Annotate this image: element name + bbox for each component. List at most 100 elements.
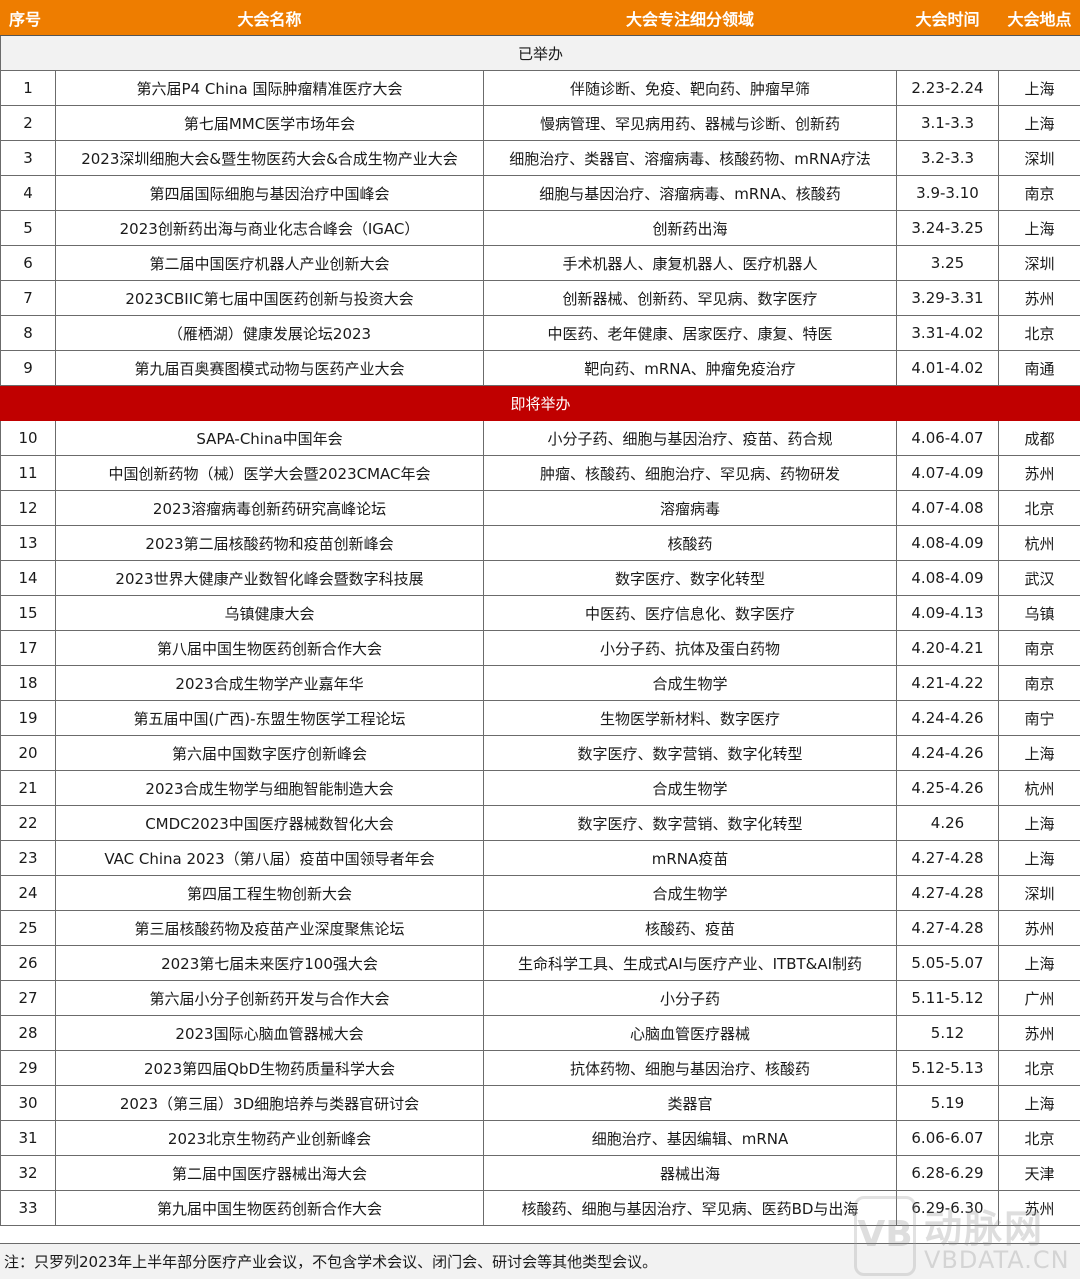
cell-date: 5.12	[897, 1016, 999, 1051]
cell-index: 32	[1, 1156, 56, 1191]
cell-field: 数字医疗、数字营销、数字化转型	[484, 806, 897, 841]
cell-index: 14	[1, 561, 56, 596]
cell-index: 4	[1, 176, 56, 211]
cell-name: 第二届中国医疗机器人产业创新大会	[56, 246, 484, 281]
cell-location: 深圳	[999, 246, 1080, 281]
cell-field: 数字医疗、数字化转型	[484, 561, 897, 596]
cell-field: 细胞治疗、基因编辑、mRNA	[484, 1121, 897, 1156]
cell-date: 3.9-3.10	[897, 176, 999, 211]
cell-date: 4.27-4.28	[897, 876, 999, 911]
cell-index: 8	[1, 316, 56, 351]
cell-name: 第七届MMC医学市场年会	[56, 106, 484, 141]
cell-field: 核酸药	[484, 526, 897, 561]
header-date: 大会时间	[897, 1, 999, 36]
cell-date: 4.24-4.26	[897, 701, 999, 736]
cell-field: 心脑血管医疗器械	[484, 1016, 897, 1051]
cell-name: 2023第四届QbD生物药质量科学大会	[56, 1051, 484, 1086]
group-row: 已举办	[1, 36, 1080, 71]
cell-field: 核酸药、细胞与基因治疗、罕见病、医药BD与出海	[484, 1191, 897, 1226]
cell-index: 17	[1, 631, 56, 666]
cell-index: 7	[1, 281, 56, 316]
cell-location: 北京	[999, 316, 1080, 351]
cell-location: 上海	[999, 211, 1080, 246]
cell-field: mRNA疫苗	[484, 841, 897, 876]
cell-index: 13	[1, 526, 56, 561]
cell-name: 2023深圳细胞大会&暨生物医药大会&合成生物产业大会	[56, 141, 484, 176]
cell-date: 4.26	[897, 806, 999, 841]
cell-location: 南京	[999, 631, 1080, 666]
cell-name: 第四届工程生物创新大会	[56, 876, 484, 911]
cell-field: 细胞与基因治疗、溶瘤病毒、mRNA、核酸药	[484, 176, 897, 211]
cell-name: 第八届中国生物医药创新合作大会	[56, 631, 484, 666]
cell-location: 上海	[999, 806, 1080, 841]
cell-location: 上海	[999, 841, 1080, 876]
cell-index: 26	[1, 946, 56, 981]
cell-field: 小分子药	[484, 981, 897, 1016]
table-header-row: 序号 大会名称 大会专注细分领域 大会时间 大会地点	[1, 1, 1080, 36]
cell-location: 上海	[999, 106, 1080, 141]
cell-field: 合成生物学	[484, 771, 897, 806]
cell-location: 武汉	[999, 561, 1080, 596]
cell-name: 第二届中国医疗器械出海大会	[56, 1156, 484, 1191]
cell-date: 4.24-4.26	[897, 736, 999, 771]
cell-date: 3.1-3.3	[897, 106, 999, 141]
cell-name: 2023北京生物药产业创新峰会	[56, 1121, 484, 1156]
cell-name: （雁栖湖）健康发展论坛2023	[56, 316, 484, 351]
cell-index: 30	[1, 1086, 56, 1121]
cell-index: 25	[1, 911, 56, 946]
cell-name: 第九届中国生物医药创新合作大会	[56, 1191, 484, 1226]
cell-location: 苏州	[999, 1016, 1080, 1051]
cell-field: 生命科学工具、生成式AI与医疗产业、ITBT&AI制药	[484, 946, 897, 981]
cell-index: 3	[1, 141, 56, 176]
cell-name: 第四届国际细胞与基因治疗中国峰会	[56, 176, 484, 211]
cell-date: 6.06-6.07	[897, 1121, 999, 1156]
cell-name: VAC China 2023（第八届）疫苗中国领导者年会	[56, 841, 484, 876]
cell-date: 6.28-6.29	[897, 1156, 999, 1191]
group-row: 即将举办	[1, 386, 1080, 421]
cell-index: 23	[1, 841, 56, 876]
cell-location: 杭州	[999, 526, 1080, 561]
cell-date: 4.20-4.21	[897, 631, 999, 666]
cell-name: 2023合成生物学产业嘉年华	[56, 666, 484, 701]
cell-index: 10	[1, 421, 56, 456]
footer-note: 注：只罗列2023年上半年部分医疗产业会议，不包含学术会议、闭门会、研讨会等其他…	[0, 1243, 1080, 1279]
cell-name: 2023国际心脑血管器械大会	[56, 1016, 484, 1051]
cell-date: 4.08-4.09	[897, 561, 999, 596]
cell-index: 29	[1, 1051, 56, 1086]
cell-field: 小分子药、抗体及蛋白药物	[484, 631, 897, 666]
cell-date: 4.25-4.26	[897, 771, 999, 806]
cell-name: 2023第二届核酸药物和疫苗创新峰会	[56, 526, 484, 561]
cell-date: 5.05-5.07	[897, 946, 999, 981]
cell-field: 数字医疗、数字营销、数字化转型	[484, 736, 897, 771]
cell-location: 南宁	[999, 701, 1080, 736]
cell-name: 中国创新药物（械）医学大会暨2023CMAC年会	[56, 456, 484, 491]
cell-location: 成都	[999, 421, 1080, 456]
cell-name: 第六届小分子创新药开发与合作大会	[56, 981, 484, 1016]
cell-date: 5.19	[897, 1086, 999, 1121]
cell-location: 乌镇	[999, 596, 1080, 631]
cell-location: 北京	[999, 491, 1080, 526]
cell-location: 深圳	[999, 141, 1080, 176]
cell-name: 乌镇健康大会	[56, 596, 484, 631]
cell-index: 6	[1, 246, 56, 281]
cell-field: 溶瘤病毒	[484, 491, 897, 526]
cell-name: 第三届核酸药物及疫苗产业深度聚焦论坛	[56, 911, 484, 946]
cell-field: 伴随诊断、免疫、靶向药、肿瘤早筛	[484, 71, 897, 106]
cell-name: 2023世界大健康产业数智化峰会暨数字科技展	[56, 561, 484, 596]
header-field: 大会专注细分领域	[484, 1, 897, 36]
cell-location: 苏州	[999, 911, 1080, 946]
